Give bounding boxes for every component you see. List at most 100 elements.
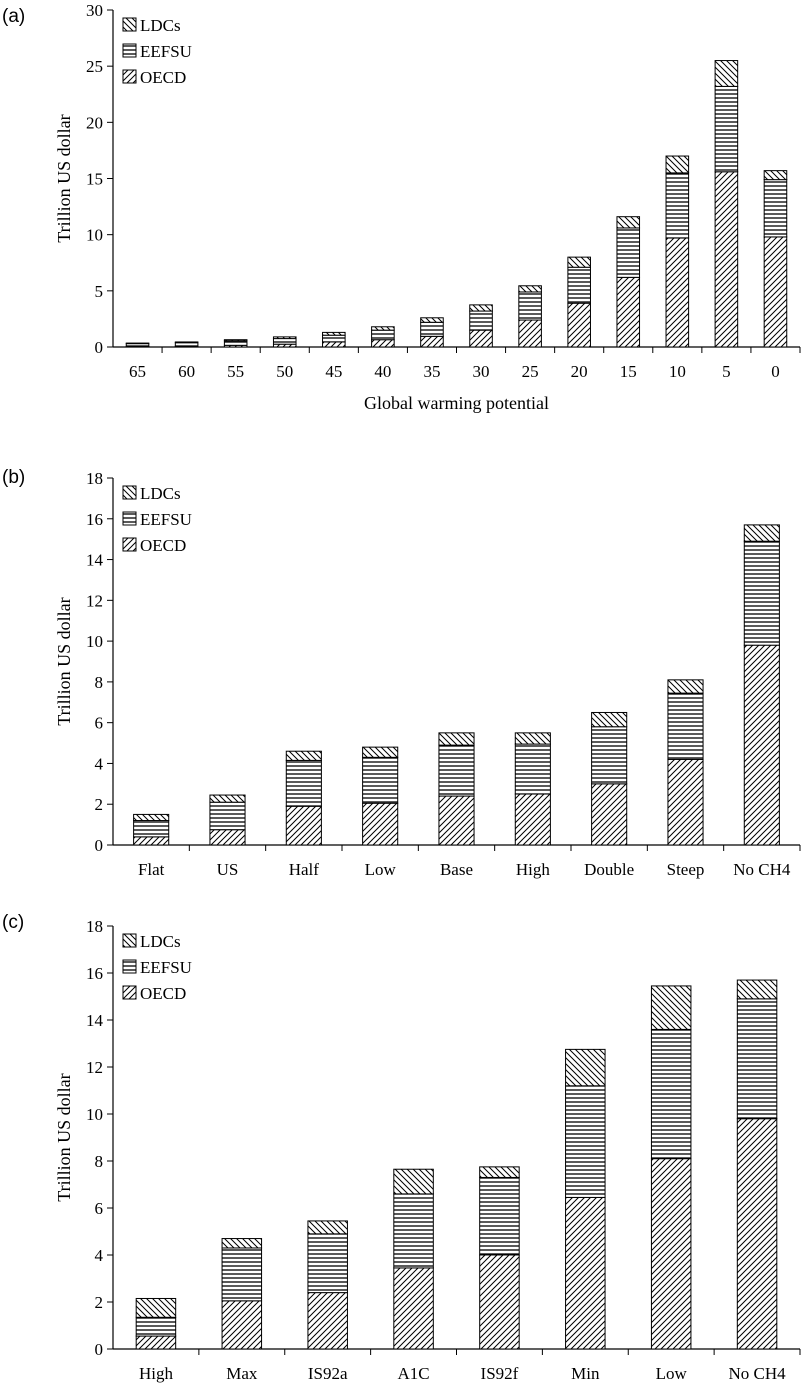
x-tick-label: 65 xyxy=(129,362,146,381)
bar-segment-eefsu xyxy=(514,743,551,795)
bar-segment-eefsu xyxy=(714,85,739,173)
bar-segment-oecd xyxy=(362,802,399,846)
x-tick-label: A1C xyxy=(398,1364,430,1383)
bar-segment-ldcs xyxy=(272,336,297,340)
y-tick-label: 16 xyxy=(86,510,103,529)
bar-segment-eefsu xyxy=(479,1176,520,1256)
bar-segment-ldcs xyxy=(393,1168,434,1195)
y-axis-title: Trillion US dollar xyxy=(54,597,74,725)
bar-segment-eefsu xyxy=(221,1247,263,1302)
chart-panel-1: 0 5 10 15 20 25 30 Trillion US dollar Global war… xyxy=(54,1,801,413)
bar-segment-eefsu xyxy=(667,692,704,760)
legend-label-eefsu: EEFSU xyxy=(140,958,192,977)
y-tick-label: 14 xyxy=(86,551,104,570)
y-tick-label: 4 xyxy=(95,754,104,773)
x-tick-label: IS92f xyxy=(481,1364,519,1383)
bar-segment-ldcs xyxy=(371,326,395,331)
x-tick-label: 50 xyxy=(276,362,293,381)
x-tick-label: 60 xyxy=(178,362,195,381)
bar-segment-eefsu xyxy=(665,172,690,239)
x-tick-label: US xyxy=(217,860,239,879)
x-axis-title: Global warming potential xyxy=(364,393,549,413)
bar-segment-eefsu xyxy=(322,334,346,343)
bar-segment-ldcs xyxy=(125,342,150,345)
x-tick-label: Steep xyxy=(667,860,705,879)
bar-segment-ldcs xyxy=(469,304,493,312)
legend-swatch-oecd xyxy=(122,985,137,1000)
bar-segment-oecd xyxy=(650,1158,692,1350)
y-tick-label: 0 xyxy=(95,338,104,357)
y-tick-label: 2 xyxy=(95,795,104,814)
x-tick-label: Low xyxy=(365,860,397,879)
y-tick-label: 0 xyxy=(95,1340,104,1359)
bar-segment-eefsu xyxy=(565,1085,606,1198)
legend-swatch-ldcs xyxy=(122,933,137,948)
bar-segment-ldcs xyxy=(174,341,199,344)
bar-segment-eefsu xyxy=(591,726,628,785)
bar-segment-eefsu xyxy=(174,342,199,347)
x-tick-label: Flat xyxy=(138,860,165,879)
y-tick-label: 2 xyxy=(95,1293,104,1312)
y-tick-label: 10 xyxy=(86,226,103,245)
bar-segment-eefsu xyxy=(371,329,395,341)
bar-segment-oecd xyxy=(221,1300,263,1350)
bar-segment-oecd xyxy=(565,1196,606,1350)
x-tick-label: Double xyxy=(584,860,634,879)
x-tick-label: Base xyxy=(440,860,473,879)
bar-segment-oecd xyxy=(518,319,542,348)
legend-label-ldcs: LDCs xyxy=(140,484,181,503)
x-tick-label: High xyxy=(516,860,551,879)
bar-segment-eefsu xyxy=(135,1316,177,1337)
bar-segment-oecd xyxy=(736,1118,778,1350)
bar-segment-oecd xyxy=(743,644,780,846)
bar-segment-eefsu xyxy=(362,756,399,804)
bar-segment-eefsu xyxy=(438,744,475,797)
x-tick-label: 45 xyxy=(325,362,342,381)
x-tick-label: Min xyxy=(571,1364,600,1383)
bar-segment-ldcs xyxy=(438,732,475,746)
bar-segment-ldcs xyxy=(763,170,788,181)
legend-label-oecd: OECD xyxy=(140,536,186,555)
bar-segment-ldcs xyxy=(736,979,778,1000)
y-tick-label: 14 xyxy=(86,1011,104,1030)
bar-segment-oecd xyxy=(438,795,475,846)
bar-segment-oecd xyxy=(322,341,346,348)
bar-segment-oecd xyxy=(133,836,170,846)
bar-segment-eefsu xyxy=(736,998,778,1120)
bar-segment-oecd xyxy=(307,1292,348,1350)
y-tick-label: 10 xyxy=(86,632,103,651)
x-tick-label: No CH4 xyxy=(733,860,791,879)
y-tick-label: 18 xyxy=(86,469,103,488)
x-tick-label: 25 xyxy=(522,362,539,381)
bar-segment-oecd xyxy=(135,1335,177,1350)
bar-segment-ldcs xyxy=(591,711,628,728)
bar-segment-ldcs xyxy=(518,285,542,293)
legend-label-eefsu: EEFSU xyxy=(140,42,192,61)
bar-segment-oecd xyxy=(469,329,493,348)
x-tick-label: 55 xyxy=(227,362,244,381)
chart-panel-3: 0 2 4 6 8 10 12 14 16 18 Trillion US dollar High Max… xyxy=(54,917,801,1383)
bar-segment-oecd xyxy=(665,237,690,348)
bar-segment-oecd xyxy=(667,758,704,846)
panel-label-b: (b) xyxy=(2,467,26,488)
y-tick-label: 8 xyxy=(95,1152,104,1171)
bar-segment-eefsu xyxy=(285,759,322,807)
bar-segment-ldcs xyxy=(307,1220,348,1235)
legend-swatch-ldcs xyxy=(122,17,137,32)
x-tick-label: 30 xyxy=(473,362,490,381)
bar-segment-ldcs xyxy=(223,339,248,342)
bar-segment-eefsu xyxy=(567,266,591,304)
bar-segment-ldcs xyxy=(650,985,692,1030)
bar-segment-oecd xyxy=(285,805,322,846)
y-tick-label: 6 xyxy=(95,1199,104,1218)
y-tick-label: 6 xyxy=(95,714,104,733)
bar-segment-oecd xyxy=(420,335,444,348)
bar-segment-oecd xyxy=(209,829,246,846)
x-tick-label: 5 xyxy=(722,362,731,381)
y-tick-label: 18 xyxy=(86,917,103,936)
legend-swatch-ldcs xyxy=(122,485,137,500)
legend-label-oecd: OECD xyxy=(140,984,186,1003)
bar-segment-eefsu xyxy=(307,1233,348,1294)
legend-label-oecd: OECD xyxy=(140,68,186,87)
bar-segment-ldcs xyxy=(743,524,780,542)
